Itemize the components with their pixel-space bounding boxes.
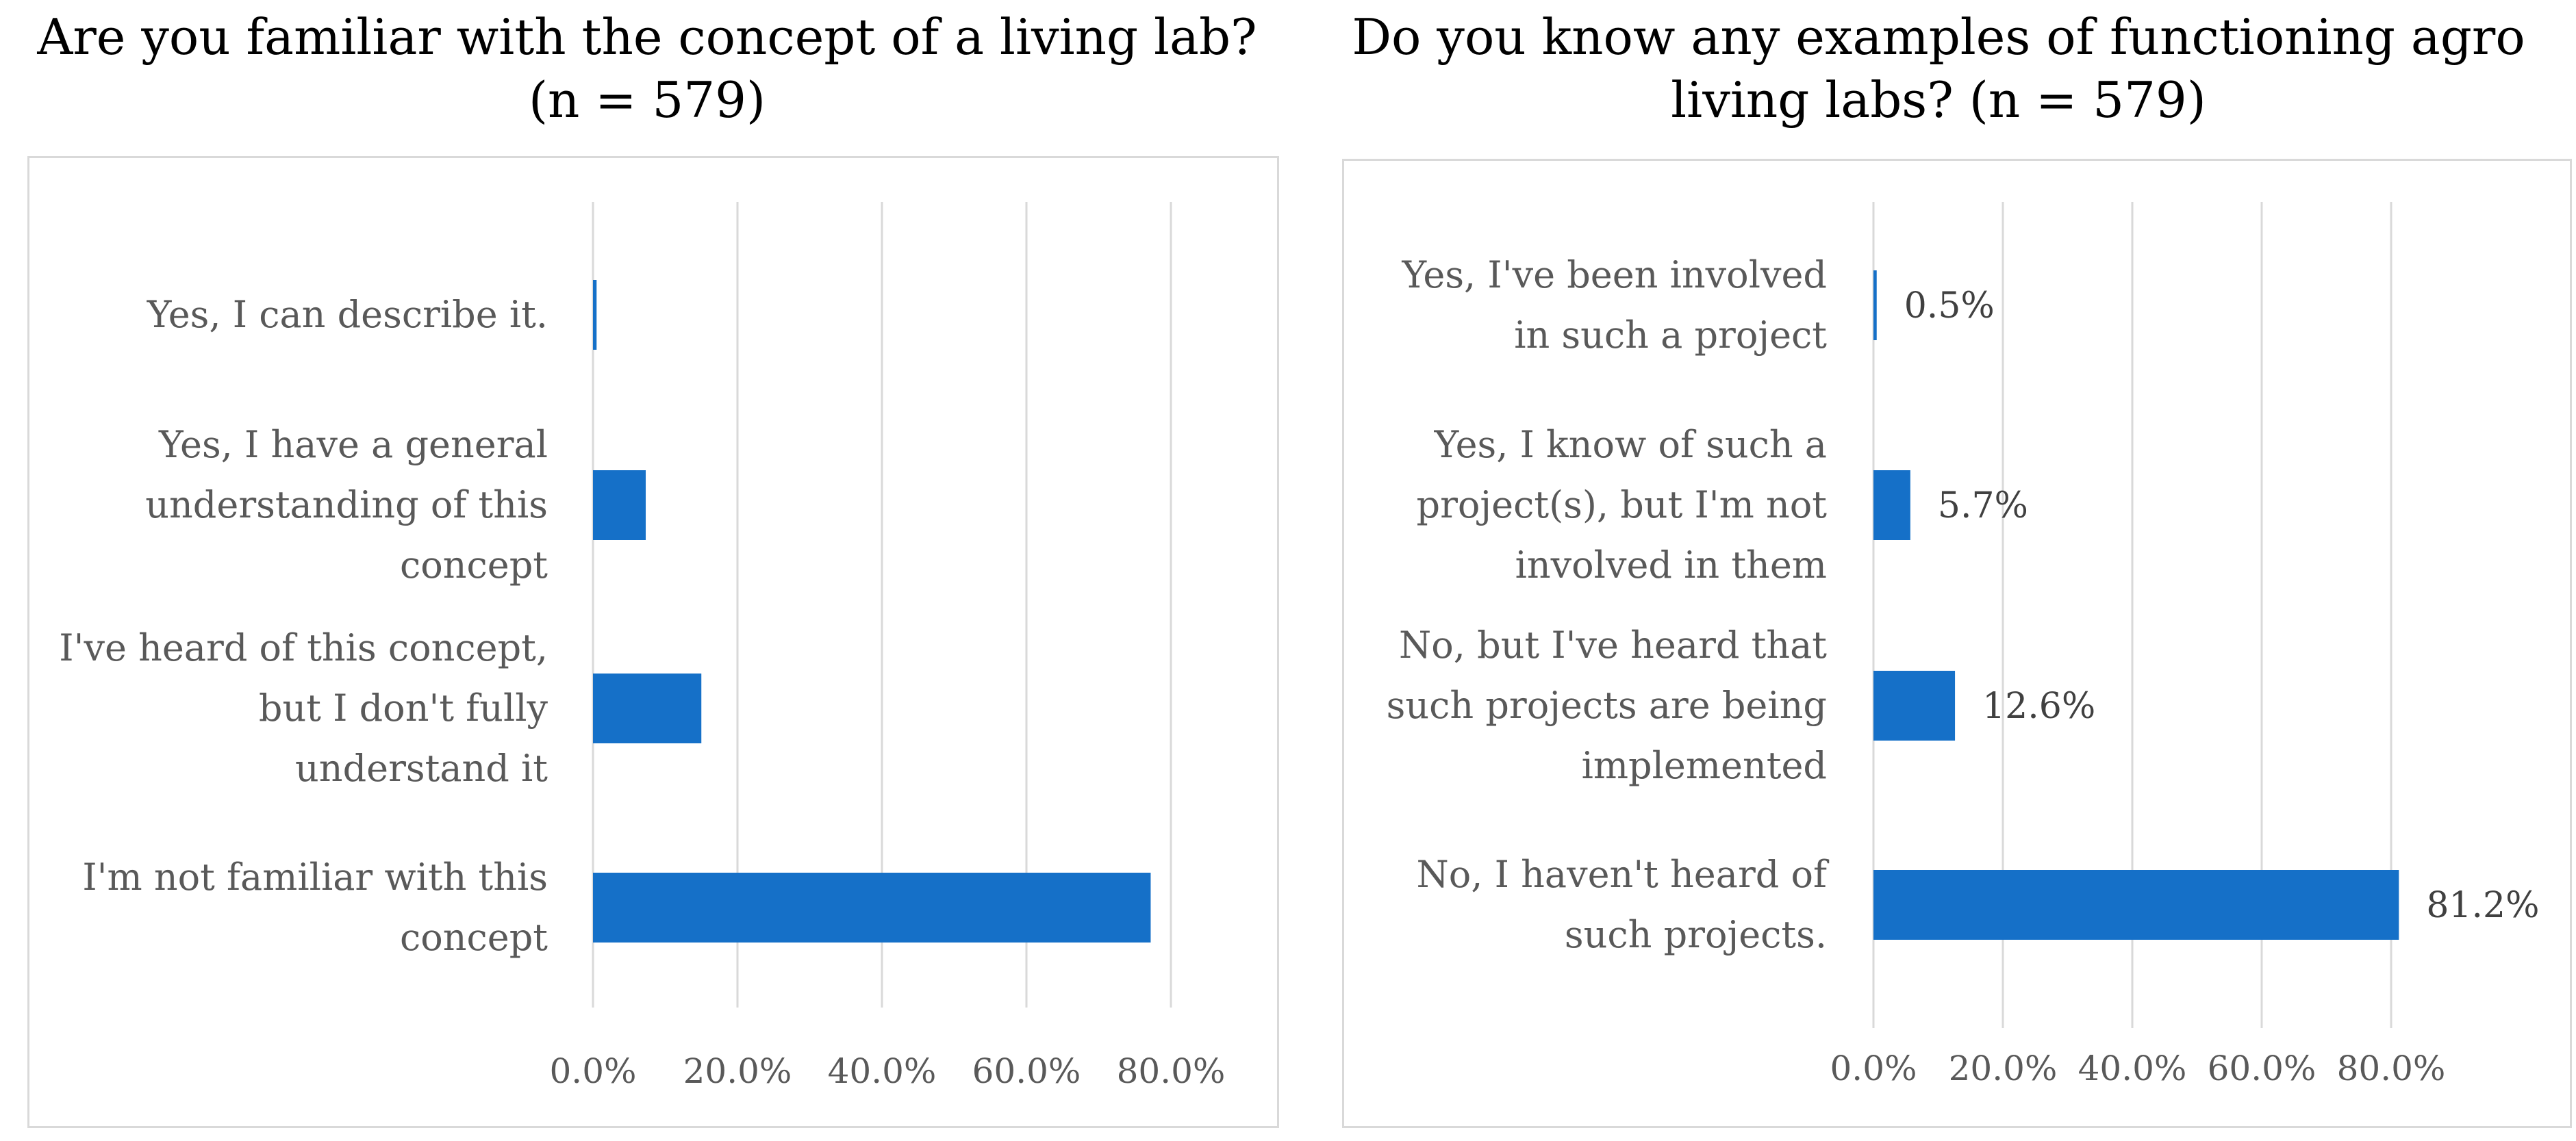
chart1-category-label-line: I'm not familiar with this [82, 856, 548, 899]
chart1-tick-label: 20.0% [683, 1051, 792, 1091]
chart2-data-label: 12.6% [1982, 686, 2095, 727]
chart1-tick-label: 0.0% [549, 1051, 636, 1091]
chart1-bar [593, 873, 1151, 943]
chart2-title-line1: Do you know any examples of functioning … [1352, 8, 2525, 66]
chart1-category-label: Yes, I can describe it. [147, 293, 548, 336]
chart2-title: Do you know any examples of functioning … [1301, 5, 2576, 131]
chart2-data-label: 5.7% [1938, 485, 2028, 526]
chart2-tick-label: 20.0% [1949, 1049, 2058, 1088]
chart1-category-label-line: concept [400, 916, 548, 959]
chart1-category-label: Yes, I have a general understanding of th… [145, 423, 548, 587]
chart1-category-label-line: Yes, I can describe it. [147, 293, 548, 336]
chart1-bar [593, 674, 702, 743]
chart1-tick-label: 80.0% [1117, 1051, 1226, 1091]
chart1-tick-label: 60.0% [972, 1051, 1081, 1091]
chart1-category-label: I'm not familiar with this concept [82, 856, 548, 959]
chart2-bar [1873, 270, 1877, 340]
chart2-panel [1342, 159, 2572, 1128]
chart2-category-label-line: project(s), but I'm not [1417, 483, 1828, 526]
chart2-data-label: 0.5% [1904, 285, 1995, 326]
chart1-bar [593, 280, 597, 350]
chart2-category-label-line: No, but I've heard that [1399, 624, 1827, 667]
chart2-category-label-line: in such a project [1514, 313, 1827, 357]
chart1-category-label: I've heard of this concept, but I don't f… [59, 626, 548, 790]
chart2-tick-label: 0.0% [1830, 1049, 1917, 1088]
chart1-category-label-line: but I don't fully [259, 687, 548, 730]
chart2-category-label: Yes, I know of such a project(s), but I'm… [1417, 423, 1828, 587]
chart2-category-label-line: Yes, I've been involved [1401, 253, 1827, 296]
chart2-tick-label: 80.0% [2337, 1049, 2446, 1088]
chart2-category-label-line: such projects. [1565, 913, 1827, 956]
chart2-tick-label: 60.0% [2208, 1049, 2316, 1088]
chart1-category-label-line: understand it [295, 747, 548, 790]
chart1-panel [27, 156, 1279, 1128]
chart2-bar [1873, 870, 2399, 940]
chart2-bar [1873, 671, 1956, 741]
chart2-category-label-line: No, I haven't heard of [1417, 853, 1830, 896]
chart2-category-label: No, but I've heard that such projects are… [1387, 624, 1828, 787]
chart2-category-label-line: such projects are being [1387, 684, 1827, 727]
chart2-category-label-line: involved in them [1515, 543, 1827, 587]
chart1-title: Are you familiar with the concept of a l… [0, 5, 1294, 131]
chart1-bar [593, 470, 646, 540]
chart1-title-line1: Are you familiar with the concept of a l… [37, 8, 1257, 66]
chart2-category-label: No, I haven't heard of such projects. [1417, 853, 1830, 956]
chart2-category-label-line: implemented [1582, 744, 1827, 787]
chart1-category-label-line: concept [400, 543, 548, 587]
chart1-title-line2: (n = 579) [528, 71, 766, 129]
chart1-category-label-line: Yes, I have a general [158, 423, 548, 466]
chart1-category-label-line: understanding of this [145, 483, 548, 526]
chart2-bar [1873, 470, 1910, 540]
chart2-tick-label: 40.0% [2078, 1049, 2187, 1088]
chart2-data-label: 81.2% [2426, 885, 2539, 926]
chart2-category-label: Yes, I've been involved in such a project [1401, 253, 1827, 357]
chart2-title-line2: living labs? (n = 579) [1671, 71, 2206, 129]
chart1-category-label-line: I've heard of this concept, [59, 626, 548, 669]
chart2-category-label-line: Yes, I know of such a [1434, 423, 1827, 466]
chart1-tick-label: 40.0% [828, 1051, 937, 1091]
